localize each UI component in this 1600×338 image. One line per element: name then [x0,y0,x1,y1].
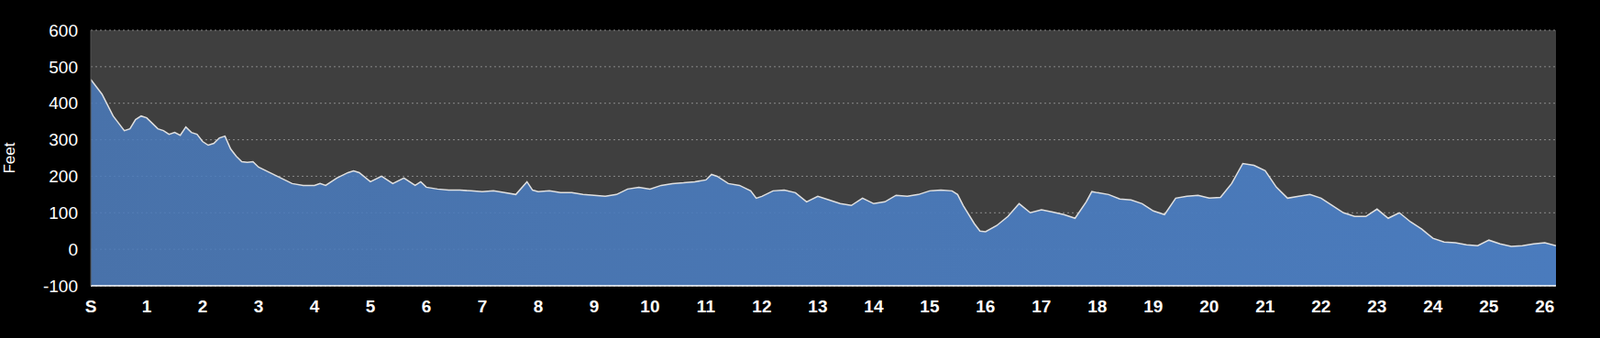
svg-text:600: 600 [48,21,78,41]
svg-text:100: 100 [48,203,78,223]
svg-text:2: 2 [198,297,209,317]
svg-text:15: 15 [919,297,940,317]
svg-text:23: 23 [1367,297,1387,317]
svg-text:13: 13 [807,297,828,317]
svg-text:4: 4 [309,297,320,317]
svg-text:200: 200 [48,166,78,187]
svg-text:25: 25 [1478,297,1500,317]
svg-text:16: 16 [975,297,995,317]
svg-text:6: 6 [421,297,432,317]
svg-text:500: 500 [48,57,78,78]
svg-text:-100: -100 [43,276,78,297]
svg-text:300: 300 [48,130,78,150]
svg-text:1: 1 [142,297,153,317]
svg-text:19: 19 [1143,297,1163,317]
svg-text:3: 3 [253,297,265,317]
svg-text:9: 9 [589,297,600,317]
svg-text:8: 8 [533,297,544,317]
svg-text:20: 20 [1199,297,1219,317]
svg-text:10: 10 [640,297,660,317]
svg-text:18: 18 [1087,297,1107,317]
svg-text:12: 12 [751,297,772,317]
svg-text:14: 14 [863,297,884,317]
svg-text:11: 11 [696,297,717,317]
svg-text:400: 400 [48,93,78,113]
svg-text:24: 24 [1423,297,1444,317]
svg-text:7: 7 [477,297,488,317]
svg-text:22: 22 [1311,297,1331,317]
svg-text:21: 21 [1255,297,1276,317]
svg-text:26: 26 [1534,297,1555,317]
svg-text:5: 5 [365,297,376,317]
svg-text:S: S [85,297,98,317]
svg-text:17: 17 [1031,297,1051,317]
svg-text:Feet: Feet [7,142,19,174]
svg-text:0: 0 [67,240,78,260]
